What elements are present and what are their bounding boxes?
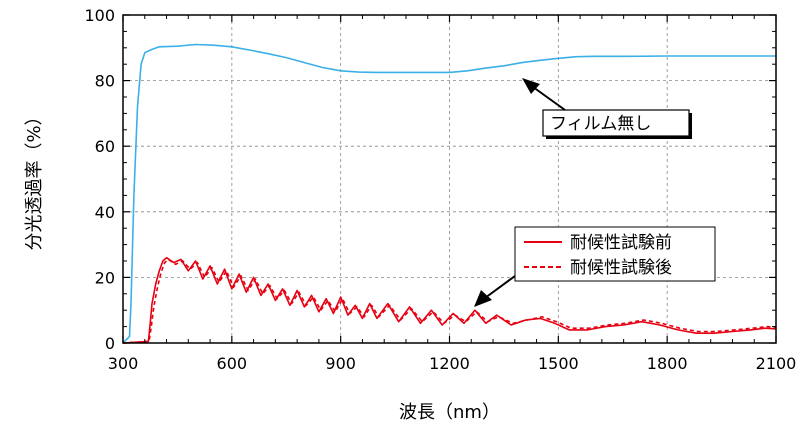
legend-label-before: 耐候性試験前 xyxy=(570,233,672,253)
y-tick-label: 0 xyxy=(105,334,115,353)
legend-label-after: 耐候性試験後 xyxy=(570,258,672,278)
y-tick-label: 100 xyxy=(84,6,115,25)
x-tick-label: 1800 xyxy=(647,354,688,373)
legend-pointer-arrow xyxy=(474,275,516,307)
y-tick-label: 40 xyxy=(95,203,115,222)
annotation-box xyxy=(542,109,690,137)
legend: 耐候性試験前 耐候性試験後 xyxy=(514,226,716,282)
grid xyxy=(123,15,776,343)
legend-pointer-arrowhead xyxy=(474,290,492,307)
x-tick-label: 600 xyxy=(217,354,248,373)
y-axis-title: 分光透過率（%） xyxy=(24,107,45,250)
y-tick-label: 60 xyxy=(95,137,115,156)
legend-box xyxy=(514,226,716,282)
x-tick-label: 900 xyxy=(325,354,356,373)
series-line-1 xyxy=(122,256,777,344)
legend-pointer-line xyxy=(484,275,516,299)
annotation-label: フィルム無し xyxy=(550,114,651,134)
annotation-no-film: フィルム無し xyxy=(522,78,692,139)
x-tick-label: 1200 xyxy=(429,354,470,373)
series-line-2 xyxy=(122,258,777,344)
x-axis-title: 波長（nm） xyxy=(399,402,500,423)
series-layer xyxy=(122,43,777,344)
x-tick-label: 2100 xyxy=(756,354,797,373)
series-line-0 xyxy=(122,43,776,344)
annotation-arrowhead xyxy=(522,78,540,94)
annotation-arrow-line xyxy=(532,86,566,111)
x-tick-label: 300 xyxy=(108,354,139,373)
ticks: 300 600 900 1200 1500 1800 2100 0 20 40 60 80 100 xyxy=(84,6,796,373)
y-tick-label: 80 xyxy=(95,72,115,91)
x-tick-label: 1500 xyxy=(538,354,579,373)
y-tick-label: 20 xyxy=(95,268,115,287)
